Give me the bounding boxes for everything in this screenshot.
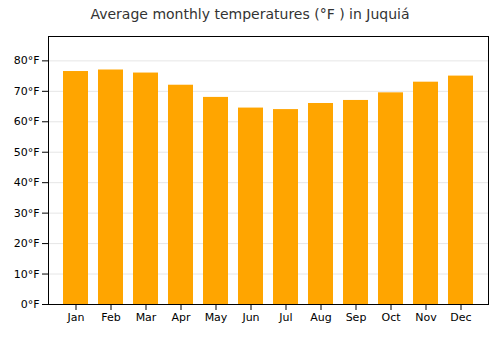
svg-text:Oct: Oct xyxy=(381,311,401,324)
svg-text:50°F: 50°F xyxy=(14,146,40,159)
svg-text:Sep: Sep xyxy=(346,311,367,324)
svg-text:Feb: Feb xyxy=(101,311,120,324)
svg-text:0°F: 0°F xyxy=(21,298,40,311)
svg-text:Jul: Jul xyxy=(278,311,292,324)
svg-text:40°F: 40°F xyxy=(14,176,40,189)
svg-text:Jan: Jan xyxy=(67,311,85,324)
html-text:Average monthly temperatures (: Average monthly temperatures (°F ) in Ju… xyxy=(90,6,410,22)
svg-text:Aug: Aug xyxy=(310,311,331,324)
svg-text:70°F: 70°F xyxy=(14,85,40,98)
svg-text:30°F: 30°F xyxy=(14,207,40,220)
svg-text:10°F: 10°F xyxy=(14,268,40,281)
svg-text:Mar: Mar xyxy=(136,311,157,324)
svg-text:Apr: Apr xyxy=(171,311,191,324)
svg-text:May: May xyxy=(205,311,228,324)
svg-text:60°F: 60°F xyxy=(14,115,40,128)
svg-text:20°F: 20°F xyxy=(14,237,40,250)
svg-text:80°F: 80°F xyxy=(14,54,40,67)
svg-text:Nov: Nov xyxy=(415,311,437,324)
svg-text:Jun: Jun xyxy=(241,311,259,324)
svg-text:Dec: Dec xyxy=(450,311,471,324)
